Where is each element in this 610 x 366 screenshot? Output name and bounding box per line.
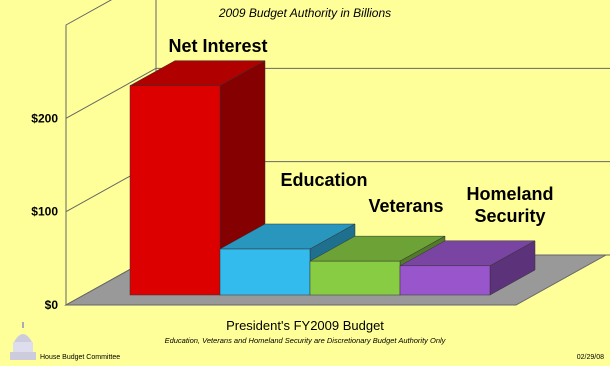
bar-label: Homeland Security <box>466 184 553 226</box>
y-axis: $0 $100 $200 <box>31 111 58 312</box>
y-tick-label: $100 <box>31 205 58 219</box>
bar <box>309 260 401 296</box>
y-tick-label: $0 <box>45 298 59 312</box>
bar-label: Net Interest <box>168 36 267 56</box>
footer-org: House Budget Committee <box>40 354 121 361</box>
gridline-side <box>65 67 157 119</box>
footer-date: 02/29/08 <box>576 354 604 361</box>
x-axis-label: President's FY2009 Budget <box>226 318 384 333</box>
chart-title: 2009 Budget Authority in Billions <box>218 6 392 20</box>
bars <box>129 60 536 296</box>
bar <box>219 248 311 296</box>
y-tick-label: $200 <box>31 111 58 125</box>
capitol-logo-icon <box>10 322 36 360</box>
bar-label: Education <box>280 170 367 190</box>
bar-label: Veterans <box>368 196 443 216</box>
bar <box>399 265 491 296</box>
chart-annotation: Education, Veterans and Homeland Securit… <box>164 336 446 345</box>
bar <box>129 85 221 296</box>
